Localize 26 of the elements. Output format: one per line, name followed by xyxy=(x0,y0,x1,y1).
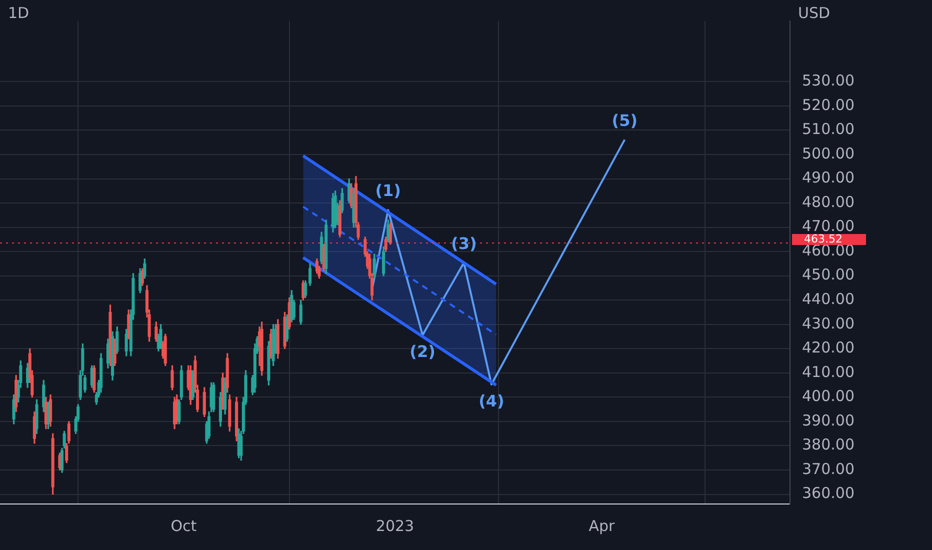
y-tick-label: 430.00 xyxy=(802,314,854,332)
y-tick-label: 490.00 xyxy=(802,168,854,187)
y-tick-label: 500.00 xyxy=(802,144,854,162)
annotation: (5) xyxy=(612,110,638,130)
y-tick-label: 370.00 xyxy=(802,460,854,478)
chart-title: 1D xyxy=(8,4,30,22)
y-axis-title: USD xyxy=(798,4,830,22)
annotation: (3) xyxy=(451,234,477,253)
y-tick-label: 530.00 xyxy=(802,72,854,90)
y-tick-label: 440.00 xyxy=(802,290,854,308)
y-tick-label: 510.00 xyxy=(802,120,854,138)
x-tick-label: Oct xyxy=(170,516,197,535)
y-tick-label: 380.00 xyxy=(802,436,854,454)
y-tick-label: 480.00 xyxy=(802,192,854,211)
x-tick-label: Apr xyxy=(588,516,616,535)
annotation: (2) xyxy=(410,342,436,362)
y-tick-label: 400.00 xyxy=(802,387,854,406)
annotation: (4) xyxy=(478,392,504,410)
y-tick-label: 360.00 xyxy=(802,484,854,502)
x-tick-label: 2023 xyxy=(376,516,414,535)
annotation: (1) xyxy=(375,181,401,200)
y-tick-label: 450.00 xyxy=(802,266,854,284)
y-tick-label: 420.00 xyxy=(802,338,854,357)
y-tick-label: 390.00 xyxy=(802,411,854,430)
y-tick-label: 410.00 xyxy=(802,362,854,381)
y-tick-label: 520.00 xyxy=(802,96,854,114)
